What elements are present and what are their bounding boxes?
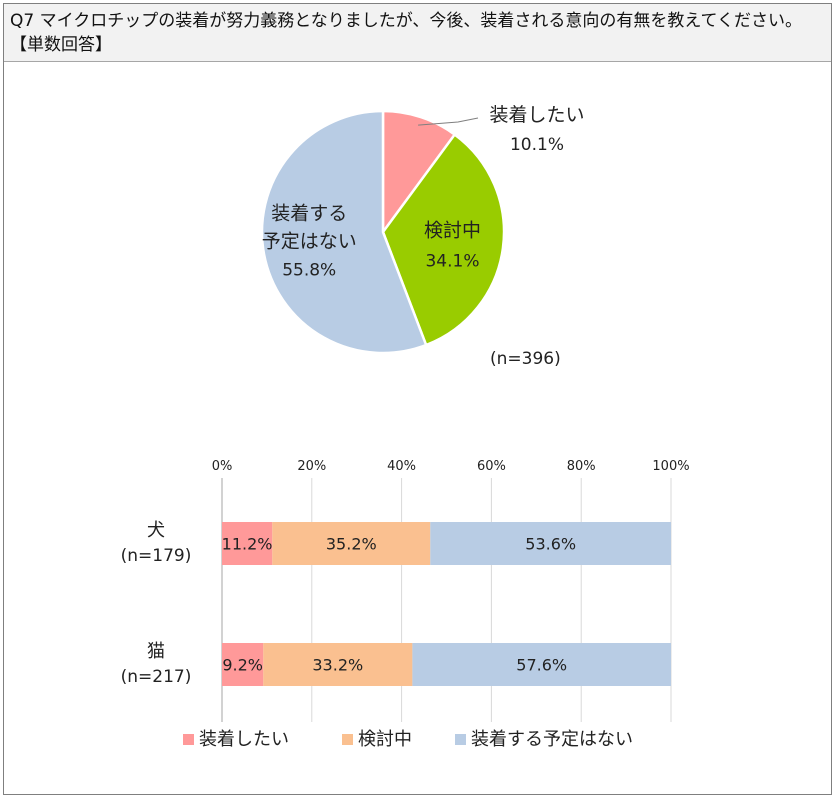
question-header: Q7 マイクロチップの装着が努力義務となりましたが、今後、装着される意向の有無を… xyxy=(4,4,831,62)
pie-label-3a: 装着する xyxy=(271,203,347,225)
bar-segment xyxy=(430,522,671,565)
pie-slice-3 xyxy=(260,109,428,355)
category-sample-size: (n=179) xyxy=(121,546,192,566)
category-sample-size: (n=217) xyxy=(121,667,192,687)
bar-segment xyxy=(222,643,264,686)
bar-segment xyxy=(222,522,273,565)
bar-value-label: 9.2% xyxy=(222,656,263,675)
category-label: 猫 xyxy=(147,641,165,662)
x-tick-label: 40% xyxy=(387,459,416,474)
pie-sample-size: (n=396) xyxy=(490,349,561,369)
pie-leader-line xyxy=(418,117,479,126)
x-tick-label: 100% xyxy=(652,459,689,474)
bar-segment xyxy=(412,643,671,686)
x-tick-label: 80% xyxy=(567,459,596,474)
legend-swatch xyxy=(455,734,466,745)
bar-value-label: 57.6% xyxy=(516,656,567,675)
bar-value-label: 35.2% xyxy=(326,535,377,554)
legend-label: 装着したい xyxy=(199,729,289,750)
bar-value-label: 11.2% xyxy=(222,535,273,554)
pie-slice-1 xyxy=(381,109,457,236)
x-tick-label: 20% xyxy=(297,459,326,474)
pie-label-1: 装着したい xyxy=(489,104,584,126)
pie-value-1: 10.1% xyxy=(510,135,564,155)
bar-value-label: 53.6% xyxy=(525,535,576,554)
legend-swatch xyxy=(183,734,194,745)
bar-segment xyxy=(272,522,431,565)
x-tick-label: 60% xyxy=(477,459,506,474)
bar-segment xyxy=(263,643,413,686)
stacked-bar-chart: 0% 20% 40% 60% 80% 100% 11.2% 35.2% 53.6% 犬 (n=179… xyxy=(121,459,690,750)
legend-label: 装着する予定はない xyxy=(471,729,633,750)
pie-label-3b: 予定はない xyxy=(262,231,357,253)
category-label: 犬 xyxy=(147,520,165,541)
pie-value-2: 34.1% xyxy=(425,252,479,272)
question-text: Q7 マイクロチップの装着が努力義務となりましたが、今後、装着される意向の有無を… xyxy=(10,11,803,55)
legend-swatch xyxy=(342,734,353,745)
pie-label-2: 検討中 xyxy=(424,220,481,242)
bar-value-label: 33.2% xyxy=(312,656,363,675)
pie-slice-2 xyxy=(381,132,506,347)
pie-chart: 装着したい 10.1% 検討中 34.1% 装着する予定はない 55.8% (n=396) xyxy=(260,104,585,369)
pie-value-3: 55.8% xyxy=(282,261,336,281)
x-tick-label: 0% xyxy=(212,459,233,474)
legend-label: 検討中 xyxy=(358,729,412,750)
